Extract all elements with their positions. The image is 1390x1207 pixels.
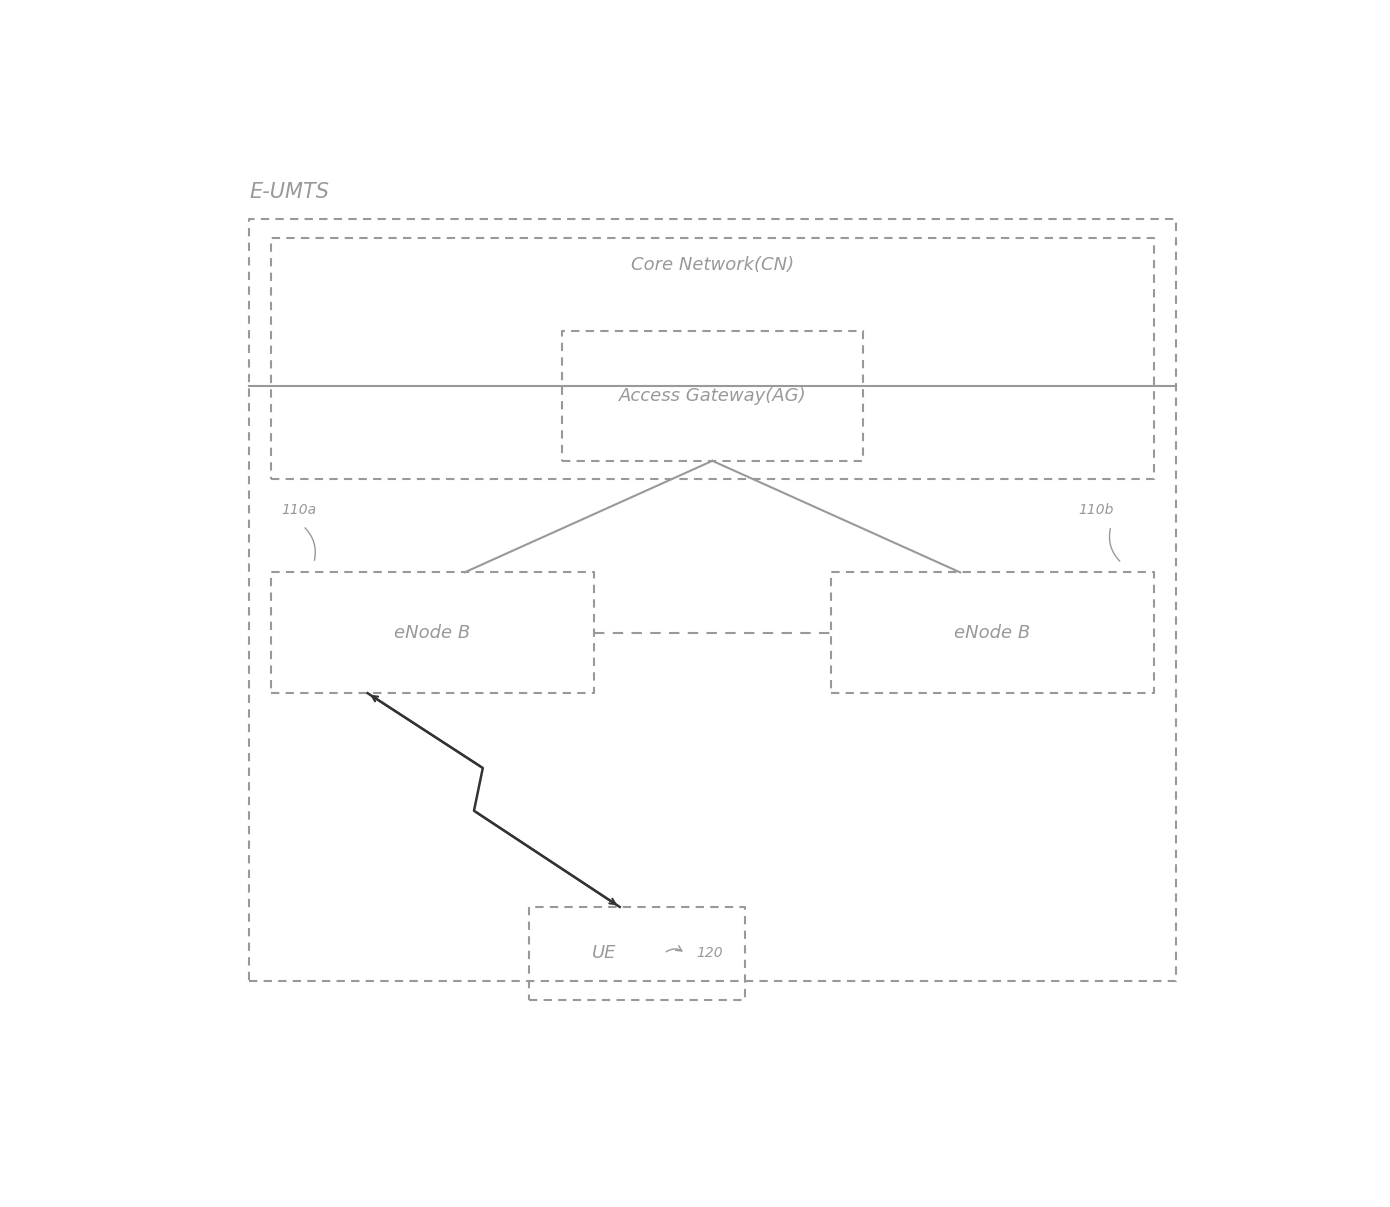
Text: E-UMTS: E-UMTS: [249, 182, 329, 203]
Text: 120: 120: [696, 946, 723, 961]
Text: UE: UE: [592, 944, 617, 962]
Text: Core Network(CN): Core Network(CN): [631, 256, 794, 274]
Text: eNode B: eNode B: [395, 624, 470, 642]
Text: 110b: 110b: [1079, 502, 1113, 517]
Text: eNode B: eNode B: [955, 624, 1030, 642]
Text: Access Gateway(AG): Access Gateway(AG): [619, 386, 806, 404]
Text: 110a: 110a: [281, 502, 317, 517]
